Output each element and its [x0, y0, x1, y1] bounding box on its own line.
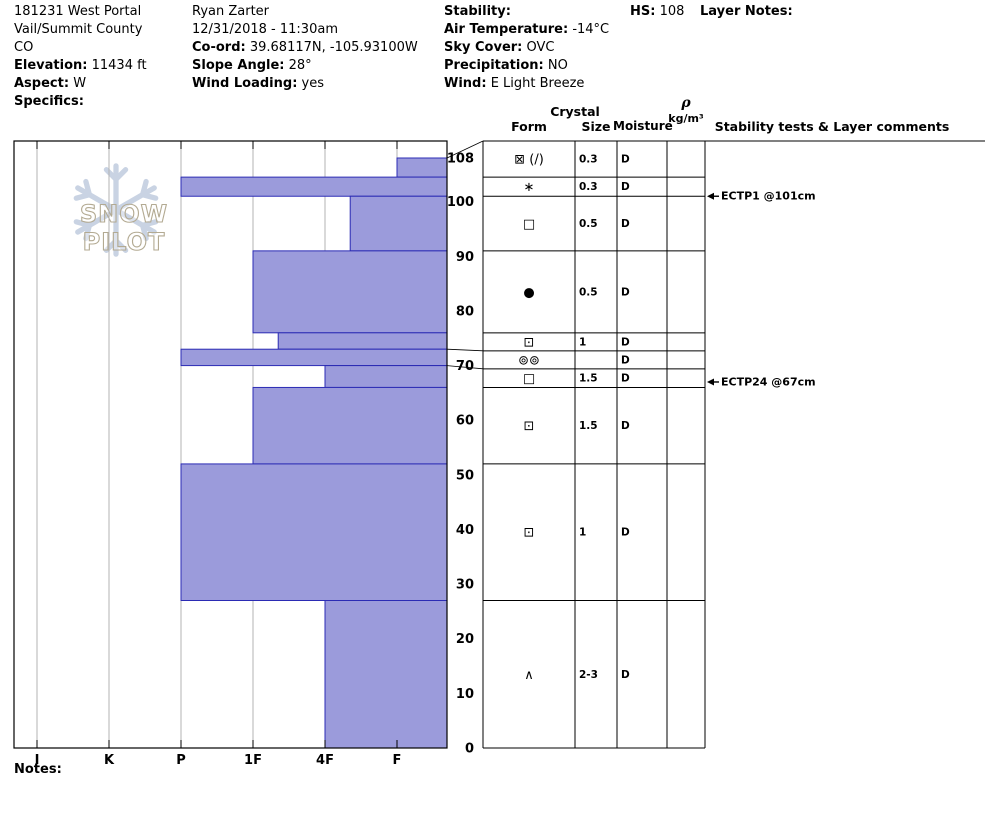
grain-form-cell: ⊚⊚ — [518, 353, 540, 368]
size-header: Size — [581, 119, 611, 134]
layer-bar — [349, 195, 448, 252]
layer-bar — [252, 250, 448, 334]
crystal-header: Crystal — [550, 104, 600, 119]
layer-connector — [446, 365, 484, 370]
layer-bar — [324, 365, 448, 388]
grain-form-cell: ● — [523, 285, 534, 300]
pit-region: Vail/Summit County — [14, 22, 143, 37]
pit-datetime: 12/31/2018 - 11:30am — [192, 22, 338, 37]
grain-size-cell: 0.5 — [579, 286, 598, 298]
stability-field: Stability: — [444, 4, 511, 19]
hardness-axis-label: I — [35, 753, 40, 768]
grain-form-cell: □ — [523, 372, 535, 387]
moisture-cell: D — [621, 420, 630, 432]
layer-bar — [180, 463, 448, 602]
grain-form-cell: ⊠ (/) — [514, 153, 544, 168]
hardness-axis-label: K — [104, 753, 115, 768]
elevation-field: Elevation: 11434 ft — [14, 58, 147, 73]
layer-bar — [396, 157, 448, 178]
grain-size-cell: 2-3 — [579, 669, 598, 681]
grain-size-cell: 1 — [579, 336, 586, 348]
height-axis-label: 80 — [456, 304, 474, 319]
air-temp-field: Air Temperature: -14°C — [444, 22, 610, 37]
slope-angle-field: Slope Angle: 28° — [192, 58, 312, 73]
moisture-cell: D — [621, 336, 630, 348]
grain-form-cell: ⊡ — [524, 526, 535, 541]
snowflake-icon — [73, 163, 159, 257]
layer-bar — [180, 176, 448, 197]
grain-size-cell: 1 — [579, 527, 586, 539]
layer-notes-label: Layer Notes: — [700, 4, 793, 19]
pit-state: CO — [14, 40, 34, 55]
grain-form-cell: ⊡ — [524, 419, 535, 434]
height-axis-label: 60 — [456, 414, 474, 429]
grain-form-cell: □ — [523, 217, 535, 232]
moisture-header: Moisture — [613, 119, 673, 133]
stability-test-annotation: ECTP24 @67cm — [721, 375, 816, 388]
moisture-cell: D — [621, 181, 630, 193]
hardness-axis-label: P — [176, 753, 186, 768]
sky-cover-field: Sky Cover: OVC — [444, 40, 555, 55]
height-axis-label: 0 — [465, 742, 474, 757]
grain-size-cell: 0.5 — [579, 218, 598, 230]
chart-border — [13, 140, 448, 749]
notes-label: Notes: — [14, 762, 62, 777]
hs-field: HS: 108 — [630, 4, 685, 19]
layer-bar — [252, 386, 448, 465]
moisture-cell: D — [621, 218, 630, 230]
moisture-cell: D — [621, 373, 630, 385]
snowpilot-logo: SNOW PILOT — [34, 162, 214, 266]
pit-title: 181231 West Portal — [14, 4, 142, 19]
precipitation-field: Precipitation: NO — [444, 58, 568, 73]
comments-header: Stability tests & Layer comments — [714, 119, 950, 134]
wind-field: Wind: E Light Breeze — [444, 76, 585, 91]
aspect-field: Aspect: W — [14, 76, 87, 91]
moisture-cell: D — [621, 154, 630, 166]
moisture-cell: D — [621, 354, 630, 366]
hardness-axis-label: F — [393, 753, 402, 768]
grain-size-cell: 1.5 — [579, 373, 598, 385]
density-header: ρ — [681, 95, 691, 111]
snowpilot-logo-text: SNOW PILOT — [79, 199, 169, 256]
coordinates-field: Co-ord: 39.68117N, -105.93100W — [192, 40, 418, 55]
hardness-axis-label: 4F — [316, 753, 334, 768]
layer-connector — [446, 348, 484, 352]
grain-form-cell: ∗ — [524, 180, 535, 195]
layer-bar — [180, 348, 448, 367]
height-axis-label: 50 — [456, 468, 474, 483]
grain-size-cell: 0.3 — [579, 154, 598, 166]
height-axis-label: 10 — [456, 687, 474, 702]
grain-size-cell: 1.5 — [579, 420, 598, 432]
height-axis-label: 108 — [447, 152, 474, 167]
moisture-cell: D — [621, 527, 630, 539]
stability-test-annotation: ECTP1 @101cm — [721, 190, 816, 203]
height-axis-label: 100 — [447, 195, 474, 210]
moisture-cell: D — [621, 286, 630, 298]
layer-bar — [324, 600, 448, 749]
density-units: kg/m³ — [668, 112, 704, 125]
height-axis-label: 20 — [456, 632, 474, 647]
height-axis-label: 70 — [456, 359, 474, 374]
form-header: Form — [511, 119, 547, 134]
annotation-arrow — [707, 378, 714, 386]
height-axis-label: 90 — [456, 250, 474, 265]
layer-connector — [446, 140, 484, 159]
annotation-arrow — [707, 192, 714, 200]
hardness-axis-label: 1F — [244, 753, 262, 768]
moisture-cell: D — [621, 669, 630, 681]
height-axis-label: 40 — [456, 523, 474, 538]
grain-form-cell: ⊡ — [524, 335, 535, 350]
grain-form-cell: ∧ — [524, 668, 534, 683]
wind-loading-field: Wind Loading: yes — [192, 76, 324, 91]
grain-size-cell: 0.3 — [579, 181, 598, 193]
height-axis-label: 30 — [456, 578, 474, 593]
observer-name: Ryan Zarter — [192, 4, 270, 19]
specifics-field: Specifics: — [14, 94, 84, 109]
layer-bar — [277, 332, 448, 350]
